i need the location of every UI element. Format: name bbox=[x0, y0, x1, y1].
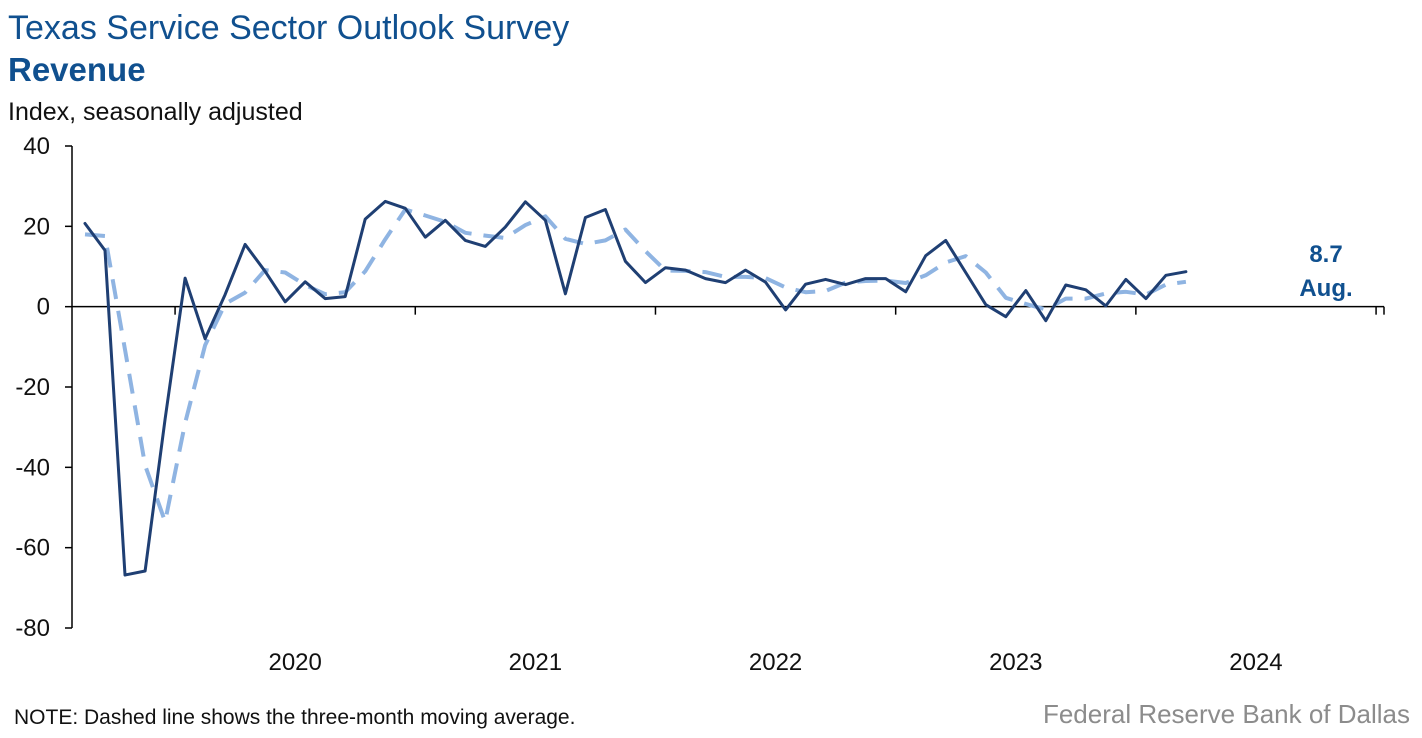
y-tick-label: 20 bbox=[23, 213, 50, 240]
moving-average-line bbox=[84, 207, 1187, 524]
footnote: NOTE: Dashed line shows the three-month … bbox=[14, 706, 576, 729]
y-tick-label: -20 bbox=[15, 374, 50, 401]
y-tick-label: -40 bbox=[15, 454, 50, 481]
series-group bbox=[83, 199, 1188, 577]
revenue-index-line bbox=[83, 199, 1188, 577]
x-tick-label: 2021 bbox=[509, 649, 562, 676]
y-axis: 40 20 0 -20 -40 -60 -80 bbox=[15, 133, 73, 642]
x-tick-label: 2022 bbox=[749, 649, 802, 676]
x-axis: 2020 2021 2022 2023 2024 bbox=[72, 305, 1385, 676]
latest-value-label: 8.7 bbox=[1309, 241, 1342, 268]
annotation-group: 8.7 Aug. bbox=[1299, 241, 1352, 302]
chart-title: Texas Service Sector Outlook Survey bbox=[8, 9, 570, 47]
x-tick-label: 2023 bbox=[989, 649, 1042, 676]
chart-subtitle: Revenue bbox=[8, 51, 146, 88]
unit-label: Index, seasonally adjusted bbox=[8, 98, 303, 126]
y-tick-label: -80 bbox=[15, 615, 50, 642]
y-tick-label: -60 bbox=[15, 535, 50, 562]
latest-month-label: Aug. bbox=[1299, 275, 1352, 302]
source-credit: Federal Reserve Bank of Dallas bbox=[1042, 699, 1410, 729]
x-tick-label: 2020 bbox=[268, 649, 321, 676]
y-tick-label: 0 bbox=[37, 294, 50, 321]
x-tick-label: 2024 bbox=[1229, 649, 1282, 676]
y-tick-label: 40 bbox=[23, 133, 50, 160]
